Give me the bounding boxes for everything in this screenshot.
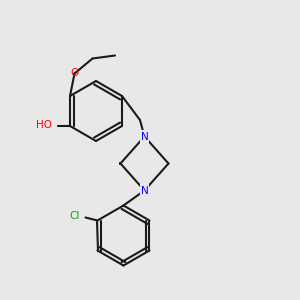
Text: HO: HO — [36, 119, 52, 130]
Text: Cl: Cl — [69, 211, 80, 221]
Text: O: O — [70, 68, 79, 79]
Text: N: N — [141, 185, 148, 196]
Text: N: N — [141, 131, 148, 142]
